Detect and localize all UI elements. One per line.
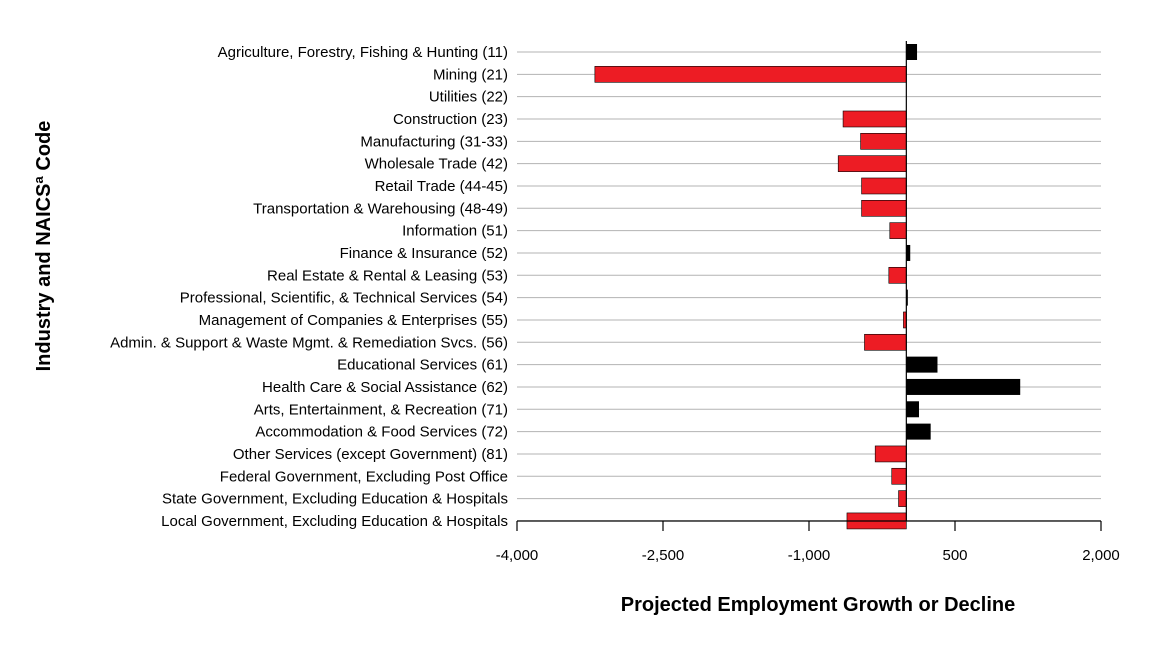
x-axis-title: Projected Employment Growth or Decline	[621, 594, 1016, 616]
category-label: Educational Services (61)	[337, 357, 508, 374]
bar	[864, 333, 907, 351]
x-tick-label: -4,000	[496, 547, 539, 564]
category-label: Professional, Scientific, & Technical Se…	[180, 290, 508, 307]
bar	[906, 378, 1021, 395]
category-label: Local Government, Excluding Education & …	[161, 513, 508, 530]
category-labels: Agriculture, Forestry, Fishing & Hunting…	[110, 44, 508, 530]
category-label: Manufacturing (31-33)	[360, 133, 508, 150]
gridlines	[517, 51, 1101, 522]
bar	[861, 200, 907, 217]
x-tick-label: -2,500	[642, 547, 685, 564]
bar	[889, 222, 907, 239]
category-label: Real Estate & Rental & Leasing (53)	[267, 267, 508, 284]
category-label: Agriculture, Forestry, Fishing & Hunting…	[218, 44, 508, 61]
category-label: Admin. & Support & Waste Mgmt. & Remedia…	[110, 334, 508, 351]
category-label: Transportation & Warehousing (48-49)	[253, 200, 508, 217]
y-axis-title: Industry and NAICSª Code	[33, 121, 55, 372]
category-label: Mining (21)	[433, 66, 508, 83]
bar	[906, 244, 911, 261]
bar	[842, 110, 907, 128]
category-label: Arts, Entertainment, & Recreation (71)	[254, 401, 508, 418]
category-label: Retail Trade (44-45)	[375, 178, 508, 195]
category-label: Accommodation & Food Services (72)	[255, 424, 508, 441]
bar	[891, 467, 907, 485]
category-label: Construction (23)	[393, 111, 508, 128]
bar	[861, 177, 907, 195]
bar	[906, 401, 919, 418]
category-label: State Government, Excluding Education & …	[162, 491, 508, 508]
x-tick-labels: -4,000 -2,500 -1,000 500 2,000	[496, 521, 1120, 564]
category-label: Health Care & Social Assistance (62)	[262, 379, 508, 396]
bars	[594, 44, 1021, 530]
bar	[860, 133, 907, 150]
x-tick-label: 2,000	[1082, 547, 1120, 564]
x-tick-label: -1,000	[788, 547, 831, 564]
category-label: Other Services (except Government) (81)	[233, 446, 508, 463]
category-label: Utilities (22)	[429, 89, 508, 106]
bar	[594, 66, 907, 83]
category-label: Information (51)	[402, 223, 508, 240]
axes	[517, 41, 1101, 522]
bar	[874, 445, 907, 463]
bar	[906, 44, 918, 60]
category-label: Management of Companies & Enterprises (5…	[199, 312, 508, 329]
category-label: Finance & Insurance (52)	[340, 245, 508, 262]
bar	[888, 266, 907, 284]
bar	[906, 289, 908, 306]
x-tick-label: 500	[942, 547, 967, 564]
bar	[837, 155, 907, 172]
bar	[898, 490, 907, 507]
category-label: Wholesale Trade (42)	[365, 156, 508, 173]
bar	[906, 423, 931, 440]
category-label: Federal Government, Excluding Post Offic…	[220, 468, 508, 485]
bar	[906, 356, 938, 373]
